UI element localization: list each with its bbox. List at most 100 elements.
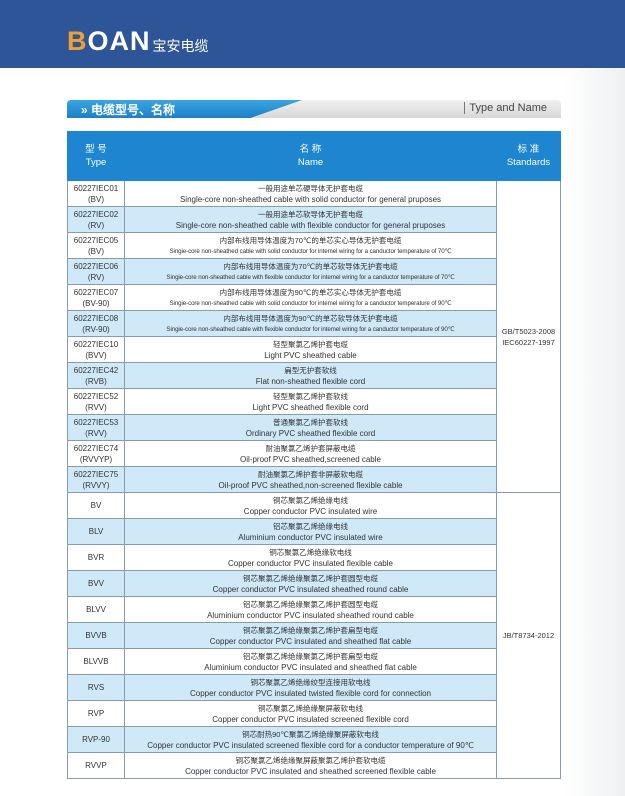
name-cn: 铜芯聚氯乙烯绝缘绞型连接用软电线 — [250, 677, 371, 687]
name-cell: 铜芯聚氯乙烯绝缘聚屏蔽聚氯乙烯护套软电缆 Copper conductor PVC… — [124, 752, 497, 779]
name-en: Aluminium conductor PVC insulated and sh… — [204, 662, 417, 672]
name-cell: 内部布线用导体温度为70℃的单芯软导体无护套电缆 Singie-core non-… — [124, 258, 497, 285]
name-cell: 一般用途单芯软导体无护套电缆 Single-core non-sheathed c… — [124, 206, 497, 233]
name-en: Ordinary PVC sheathed flexible cord — [245, 428, 376, 438]
table-row: RVVP 铜芯聚氯乙烯绝缘聚屏蔽聚氯乙烯护套软电缆 Copper conductor… — [67, 752, 561, 779]
type-line: (RV-90) — [82, 324, 110, 334]
type-line: BLV — [88, 527, 104, 536]
name-cell: 铜芯聚氯乙烯绝缘软电线 Copper conductor PVC insulate… — [124, 544, 497, 571]
name-en: Copper conductor PVC insulated twisted f… — [189, 688, 432, 698]
section-title-bar: » 电缆型号、名称 Type and Name — [67, 100, 561, 118]
table-row: 60227IEC02 (RV) 一般用途单芯软导体无护套电缆 Single-core … — [67, 206, 561, 233]
type-line: (RVVYP) — [79, 454, 113, 464]
type-cell: BVV — [67, 570, 125, 597]
name-en: Oil-proof PVC sheathed,non-screened flex… — [218, 480, 403, 490]
table-header-row: 型 号 Type 名 称 Name 标 准 Standards — [67, 131, 561, 181]
type-line: (RV) — [87, 272, 105, 282]
name-en: Copper conductor PVC insulated screened … — [212, 714, 409, 724]
type-cell: BV — [67, 492, 125, 519]
name-en: Light PVC sheathed flexible cord — [252, 402, 369, 412]
standard-line: IEC60227-1997 — [502, 337, 555, 347]
type-line: RVP — [87, 709, 105, 718]
table-row: BVVB 铜芯聚氯乙烯绝缘聚氯乙烯护套扁型电缆 Copper conductor P… — [67, 622, 561, 649]
name-cell: 铝芯聚氯乙烯绝缘电线 Aluminium conductor PVC insula… — [124, 518, 497, 545]
name-cn: 轻型聚氯乙烯护套电缆 — [273, 339, 348, 349]
type-line: (BVV) — [85, 350, 107, 360]
name-cell: 内部布线用导体温度为90℃的单芯软导体无护套电缆 Singie-core non-… — [124, 310, 497, 337]
table-row: 60227IEC05 (BV) 内部布线用导体温度为70℃的单芯实心导体无护套电缆 S… — [67, 232, 561, 259]
type-cell: 60227IEC10 (BVV) — [67, 336, 125, 363]
name-en: Flat non-sheathed flexible cord — [255, 376, 366, 386]
name-en: Singie-core non-sheathed cable with soli… — [169, 299, 452, 307]
name-cn: 一般用途单芯软导体无护套电缆 — [258, 209, 363, 219]
header-standards: 标 准 Standards — [496, 131, 561, 181]
standards-cell: GB/T5023-2008 IEC60227-1997 — [496, 180, 561, 493]
type-cell: 60227IEC53 (RVV) — [67, 414, 125, 441]
name-cn: 耐油聚氯乙烯护套非屏蔽软电缆 — [258, 469, 363, 479]
header-type-en: Type — [85, 157, 107, 168]
type-line: BVVB — [85, 631, 107, 640]
table-row: RVS 铜芯聚氯乙烯绝缘绞型连接用软电线 Copper conductor PVC … — [67, 674, 561, 701]
name-cell: 铜芯耐热90℃聚氯乙烯绝缘聚屏蔽软电线 Copper conductor PVC … — [124, 726, 497, 753]
name-en: Aluminium conductor PVC insulated sheath… — [207, 610, 414, 620]
header-bar: BOAN 宝安电缆 — [0, 0, 625, 68]
name-en: Oil-proof PVC sheathed,screened cable — [240, 454, 381, 464]
name-cell: 耐油聚氯乙烯护套非屏蔽软电缆 Oil-proof PVC sheathed,non… — [124, 466, 497, 493]
header-standards-cn: 标 准 — [517, 144, 540, 155]
name-cell: 铜芯聚氯乙烯绝缘聚屏蔽软电线 Copper conductor PVC insul… — [124, 700, 497, 727]
name-cell: 铜芯聚氯乙烯绝缘聚氯乙烯护套扁型电缆 Copper conductor PVC i… — [124, 622, 497, 649]
type-cell: 60227IEC02 (RV) — [67, 206, 125, 233]
section-title-en: Type and Name — [464, 102, 547, 114]
name-en: Copper conductor PVC insulated screened … — [147, 740, 474, 750]
name-cn: 铜芯聚氯乙烯绝缘软电线 — [269, 547, 352, 557]
section-title-accent — [67, 100, 302, 118]
type-cell: BVR — [67, 544, 125, 571]
name-cell: 一般用途单芯硬导体无护套电缆 Single-core non-sheathed c… — [124, 180, 497, 207]
type-line: 60227IEC53 — [73, 417, 119, 427]
type-cell: 60227IEC74 (RVVYP) — [67, 440, 125, 467]
table-row: BVV 铜芯聚氯乙烯绝缘聚氯乙烯护套圆型电缆 Copper conductor PV… — [67, 570, 561, 597]
type-cell: RVP-90 — [67, 726, 125, 753]
section-title-text: 电缆型号、名称 — [91, 103, 176, 117]
name-en: Single-core non-sheathed cable with soli… — [179, 194, 442, 204]
name-cn: 铝芯聚氯乙烯绝缘聚氯乙烯护套扁型电缆 — [243, 651, 378, 661]
table-row: 60227IEC08 (RV-90) 内部布线用导体温度为90℃的单芯软导体无护套电… — [67, 310, 561, 337]
type-line: 60227IEC06 — [73, 261, 119, 271]
type-line: (BV) — [88, 246, 104, 256]
type-line: BVR — [87, 553, 105, 562]
type-line: 60227IEC02 — [73, 209, 119, 219]
double-chevron-right-icon: » — [81, 103, 88, 117]
type-cell: BLVVB — [67, 648, 125, 675]
type-line: 60227IEC01 — [73, 183, 119, 193]
name-cn: 铜芯聚氯乙烯绝缘聚氯乙烯护套扁型电缆 — [243, 625, 378, 635]
type-cell: 60227IEC42 (RVB) — [67, 362, 125, 389]
header-name: 名 称 Name — [124, 131, 497, 181]
type-line: (RVVY) — [82, 480, 110, 490]
cable-type-table: 型 号 Type 名 称 Name 标 准 Standards 60227IEC01(… — [67, 131, 561, 779]
type-line: 60227IEC10 — [73, 339, 119, 349]
name-en: Copper conductor PVC insulated and sheat… — [209, 636, 412, 646]
type-cell: 60227IEC06 (RV) — [67, 258, 125, 285]
type-cell: 60227IEC01 (BV) — [67, 180, 125, 207]
page-edge-shade — [565, 68, 625, 796]
name-cn: 铜芯聚氯乙烯绝缘聚屏蔽软电线 — [258, 703, 363, 713]
header-name-en: Name — [297, 157, 324, 168]
name-cell: 轻型聚氯乙烯护套电缆 Light PVC sheathed cable — [124, 336, 497, 363]
name-cn: 轻型聚氯乙烯护套软线 — [273, 391, 348, 401]
type-line: BV — [90, 501, 102, 510]
brand-logo: BOAN 宝安电缆 — [67, 28, 209, 55]
name-cell: 轻型聚氯乙烯护套软线 Light PVC sheathed flexible co… — [124, 388, 497, 415]
name-cn: 铜芯聚氯乙烯绝缘电线 — [273, 495, 348, 505]
type-line: (RV) — [87, 220, 105, 230]
type-cell: 60227IEC52 (RVV) — [67, 388, 125, 415]
name-en: Copper conductor PVC insulated wire — [243, 506, 378, 516]
type-line: 60227IEC07 — [73, 287, 119, 297]
section-title-cn: » 电缆型号、名称 — [81, 101, 175, 118]
table-row: 60227IEC42 (RVB) 扁型无护套软线 Flat non-sheathed … — [67, 362, 561, 389]
type-line: (RVB) — [85, 376, 107, 386]
name-en: Singie-core non-sheathed cable with soli… — [169, 247, 452, 255]
name-cell: 内部布线用导体温度为70℃的单芯实心导体无护套电缆 Singie-core non… — [124, 232, 497, 259]
table-body: 60227IEC01 (BV) 一般用途单芯硬导体无护套电缆 Single-core … — [67, 180, 561, 779]
type-cell: RVP — [67, 700, 125, 727]
type-cell: 60227IEC07 (BV-90) — [67, 284, 125, 311]
